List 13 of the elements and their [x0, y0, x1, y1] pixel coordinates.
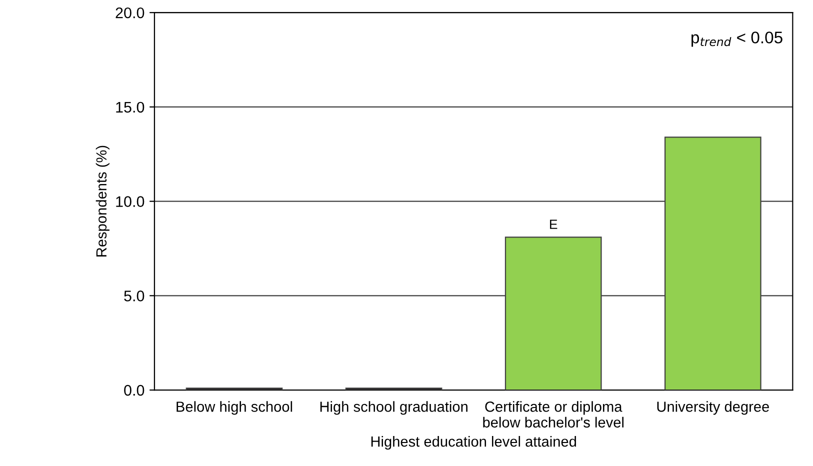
y-tick-label: 15.0: [116, 102, 144, 113]
x-tick-label: High school graduation: [320, 401, 468, 415]
y-tick-label: 5.0: [124, 290, 144, 302]
x-axis-title: Highest education level attained: [371, 436, 576, 450]
y-tick-label: 20.0: [116, 7, 144, 18]
y-tick-label: 10.0: [116, 196, 144, 207]
y-tick-label: 0.0: [124, 384, 144, 396]
annotation: p$_{trend}$ < 0.05: [692, 32, 782, 47]
x-tick-label: Below high school: [176, 401, 292, 415]
x-tick-label: Certificate or diploma below bachelor's level: [483, 401, 624, 428]
x-tick-label: University degree: [657, 401, 769, 415]
annotation: E: [550, 220, 558, 229]
y-axis-title: Respondents (%): [96, 146, 110, 256]
